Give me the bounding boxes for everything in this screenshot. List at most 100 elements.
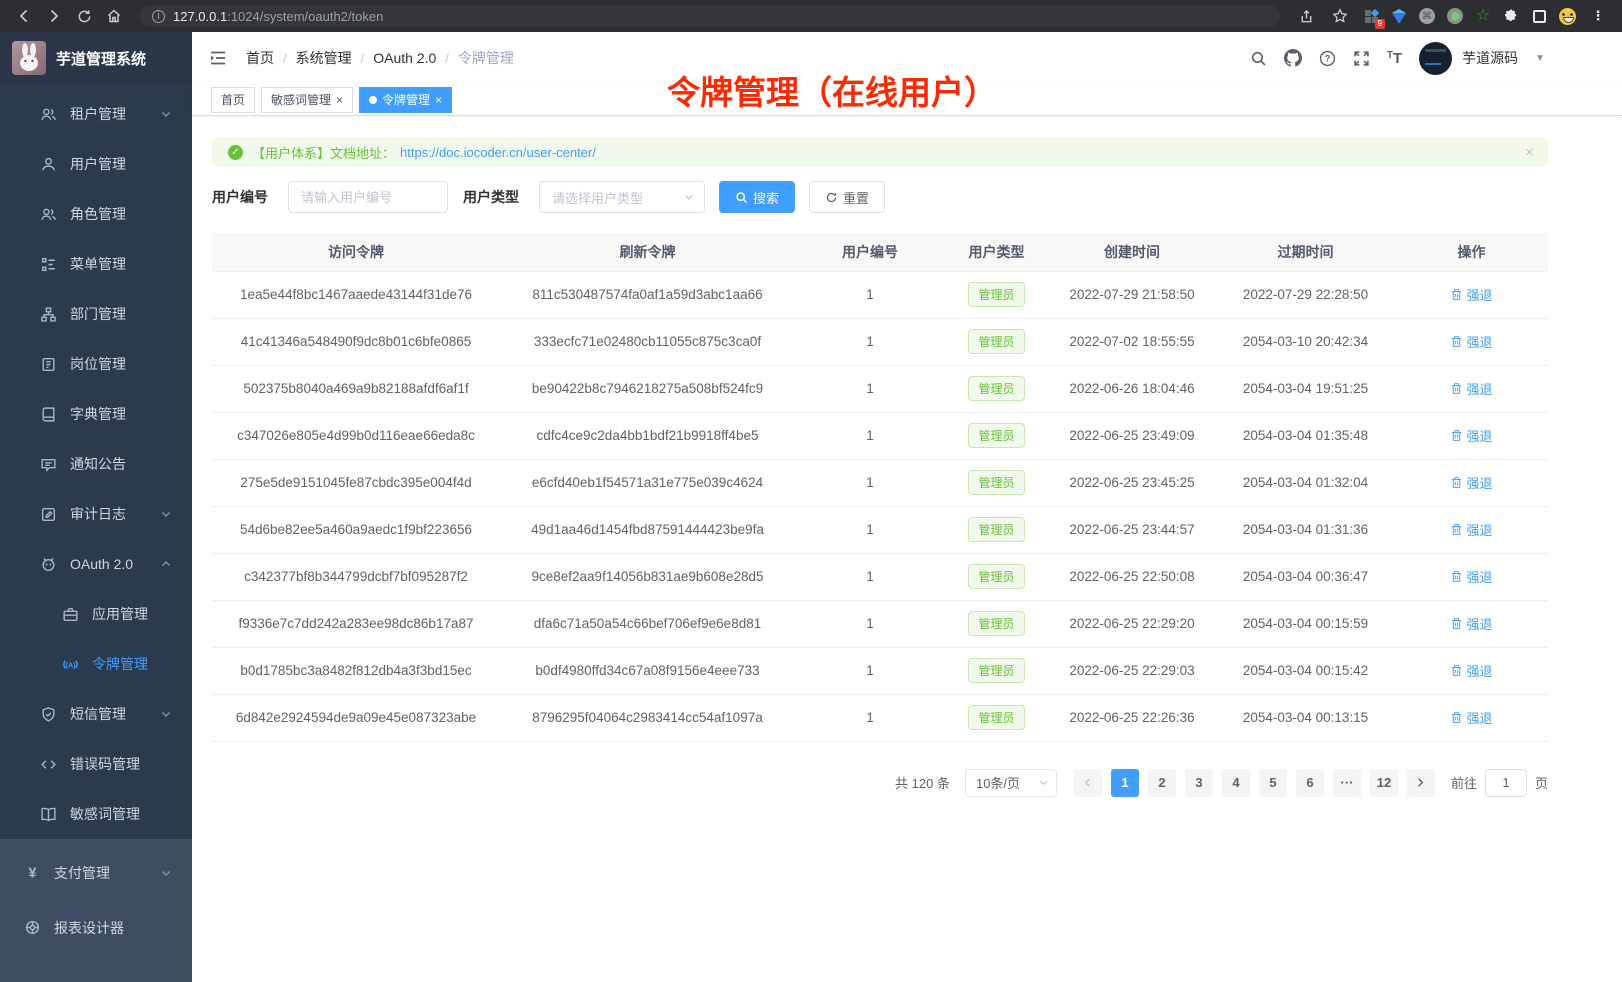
extension-gem-icon[interactable]: [1390, 7, 1408, 25]
help-icon[interactable]: ?: [1319, 50, 1336, 67]
force-logout-button[interactable]: 强退: [1450, 379, 1493, 398]
tab-token-management[interactable]: 令牌管理 ×: [359, 86, 453, 113]
force-logout-button[interactable]: 强退: [1450, 708, 1493, 727]
tab-split-icon[interactable]: [1530, 7, 1548, 25]
sidebar-item-pay[interactable]: ¥ 支付管理: [0, 845, 192, 900]
extension-grid-icon[interactable]: 9: [1362, 7, 1385, 29]
sidebar-item-notice[interactable]: 通知公告: [0, 439, 192, 489]
page-button-6[interactable]: 6: [1295, 768, 1324, 797]
address-bar[interactable]: i 127.0.0.1:1024/system/oauth2/token: [140, 5, 1280, 27]
page-button-5[interactable]: 5: [1258, 768, 1287, 797]
prev-page-button[interactable]: [1073, 768, 1102, 797]
tab-sensitive-words[interactable]: 敏感词管理 ×: [261, 86, 354, 113]
sidebar-item-sensitive[interactable]: 敏感词管理: [0, 789, 192, 839]
page-button-1[interactable]: 1: [1110, 768, 1139, 797]
sidebar-collapse-icon[interactable]: [208, 47, 230, 69]
home-icon[interactable]: [102, 4, 126, 28]
browser-menu-icon[interactable]: ⋮: [1591, 8, 1605, 23]
sidebar-item-errcode[interactable]: 错误码管理: [0, 739, 192, 789]
site-info-icon[interactable]: i: [152, 9, 165, 23]
user-type-select[interactable]: 请选择用户类型: [539, 181, 705, 213]
profile-avatar-icon[interactable]: [1558, 7, 1576, 25]
sidebar-item-oauth2[interactable]: OAuth 2.0: [0, 539, 192, 589]
page-size-select[interactable]: 10条/页: [964, 768, 1057, 797]
active-tab-dot: [369, 95, 378, 104]
sidebar-item-audit-log[interactable]: 审计日志: [0, 489, 192, 539]
table-row: 6d842e2924594de9a09e45e087323abe 8796295…: [212, 694, 1548, 742]
alert-close-icon[interactable]: ×: [1525, 143, 1534, 161]
force-logout-button[interactable]: 强退: [1450, 567, 1493, 586]
table-row: 502375b8040a469a9b82188afdf6af1f be90422…: [212, 365, 1548, 413]
extensions-puzzle-icon[interactable]: [1502, 7, 1520, 25]
tab-close-icon[interactable]: ×: [435, 92, 443, 107]
reload-icon[interactable]: [72, 4, 96, 28]
page-content: ✓ 【用户体系】文档地址： https://doc.iocoder.cn/use…: [192, 116, 1622, 797]
sidebar-item-tenant[interactable]: 租户管理: [0, 89, 192, 139]
user-avatar[interactable]: [1419, 41, 1453, 75]
sidebar-item-dept[interactable]: 部门管理: [0, 289, 192, 339]
page-button-12[interactable]: 12: [1369, 768, 1398, 797]
page-button-2[interactable]: 2: [1147, 768, 1176, 797]
github-icon[interactable]: [1283, 49, 1302, 67]
sidebar-item-user[interactable]: 用户管理: [0, 139, 192, 189]
access-token-cell: 502375b8040a469a9b82188afdf6af1f: [212, 365, 500, 413]
back-icon[interactable]: [12, 4, 36, 28]
search-icon[interactable]: [1250, 50, 1267, 67]
goto-page-input[interactable]: [1484, 768, 1527, 797]
doc-link[interactable]: https://doc.iocoder.cn/user-center/: [400, 144, 596, 160]
tab-close-icon[interactable]: ×: [336, 92, 344, 107]
force-logout-button[interactable]: 强退: [1450, 426, 1493, 445]
delete-icon: [1452, 336, 1462, 347]
sidebar-item-report[interactable]: 报表设计器: [0, 900, 192, 955]
user-id-label: 用户编号: [212, 189, 268, 205]
sidebar-item-role[interactable]: 角色管理: [0, 189, 192, 239]
user-menu-caret-icon[interactable]: ▼: [1535, 52, 1545, 64]
breadcrumb-system[interactable]: 系统管理: [295, 50, 352, 66]
force-logout-label: 强退: [1466, 382, 1493, 397]
user-icon: [40, 156, 57, 173]
sidebar-item-menu[interactable]: 菜单管理: [0, 239, 192, 289]
created-time-cell: 2022-06-25 22:29:20: [1048, 600, 1216, 648]
breadcrumb-home[interactable]: 首页: [246, 50, 274, 66]
breadcrumb-separator: /: [283, 50, 287, 66]
sidebar-item-oauth2-token[interactable]: (A) 令牌管理: [0, 639, 192, 689]
app-logo-row[interactable]: 芋道管理系统: [0, 32, 192, 84]
tab-home[interactable]: 首页: [211, 86, 256, 113]
reset-button[interactable]: 重置: [809, 181, 886, 213]
force-logout-button[interactable]: 强退: [1450, 473, 1493, 492]
page-button-4[interactable]: 4: [1221, 768, 1250, 797]
force-logout-button[interactable]: 强退: [1450, 285, 1493, 304]
table-row: 1ea5e44f8bc1467aaede43144f31de76 811c530…: [212, 271, 1548, 319]
page-button-3[interactable]: 3: [1184, 768, 1213, 797]
force-logout-button[interactable]: 强退: [1450, 661, 1493, 680]
force-logout-button[interactable]: 强退: [1450, 520, 1493, 539]
sidebar-item-oauth2-app[interactable]: 应用管理: [0, 589, 192, 639]
force-logout-button[interactable]: 强退: [1450, 332, 1493, 351]
sidebar-item-label: 部门管理: [70, 306, 126, 322]
delete-icon: [1452, 524, 1462, 535]
more-pages-button[interactable]: ···: [1332, 768, 1361, 797]
app-title: 芋道管理系统: [56, 50, 147, 68]
access-token-cell: 41c41346a548490f9dc8b01c6bfe0865: [212, 318, 500, 366]
share-icon[interactable]: [1294, 4, 1318, 28]
forward-icon[interactable]: [42, 4, 66, 28]
user-name[interactable]: 芋道源码: [1462, 50, 1519, 66]
next-page-button[interactable]: [1406, 768, 1435, 797]
force-logout-button[interactable]: 强退: [1450, 614, 1493, 633]
fullscreen-icon[interactable]: [1353, 50, 1370, 67]
refresh-token-cell: 49d1aa46d1454fbd87591444423be9fa: [500, 506, 795, 554]
sidebar-item-post[interactable]: 岗位管理: [0, 339, 192, 389]
access-token-cell: b0d1785bc3a8482f812db4a3f3bd15ec: [212, 647, 500, 695]
sidebar-item-dict[interactable]: 字典管理: [0, 389, 192, 439]
extension-record-icon[interactable]: [1446, 7, 1464, 25]
breadcrumb-oauth2[interactable]: OAuth 2.0: [373, 50, 437, 66]
bookmark-star-icon[interactable]: [1328, 4, 1352, 28]
search-button[interactable]: 搜索: [719, 181, 796, 213]
sidebar-item-sms[interactable]: 短信管理: [0, 689, 192, 739]
user-id-cell: 1: [795, 459, 945, 507]
user-id-input[interactable]: [288, 181, 448, 213]
extension-star-icon[interactable]: ☆: [1475, 7, 1491, 24]
extension-command-icon[interactable]: ⌘: [1418, 7, 1436, 25]
